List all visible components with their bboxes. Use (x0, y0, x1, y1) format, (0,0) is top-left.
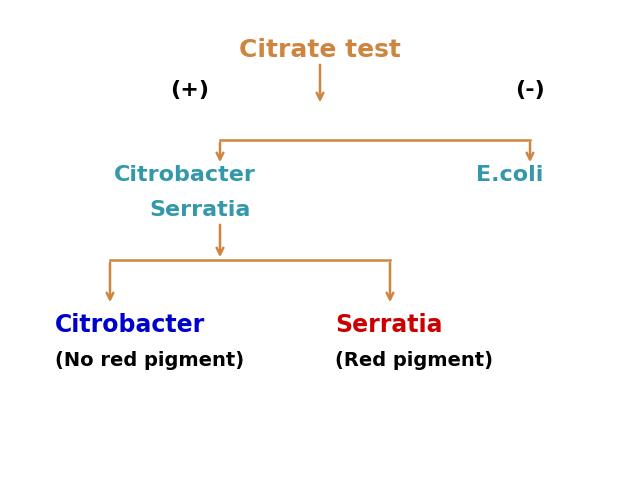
Text: E.coli: E.coli (476, 165, 544, 185)
Text: Serratia: Serratia (335, 313, 442, 337)
Text: Serratia: Serratia (149, 200, 251, 220)
Text: Citrobacter: Citrobacter (55, 313, 205, 337)
Text: (Red pigment): (Red pigment) (335, 350, 493, 370)
Text: (No red pigment): (No red pigment) (55, 350, 244, 370)
Text: (+): (+) (170, 80, 209, 100)
Text: Citrobacter: Citrobacter (114, 165, 256, 185)
Text: (-): (-) (515, 80, 545, 100)
Text: Citrate test: Citrate test (239, 38, 401, 62)
